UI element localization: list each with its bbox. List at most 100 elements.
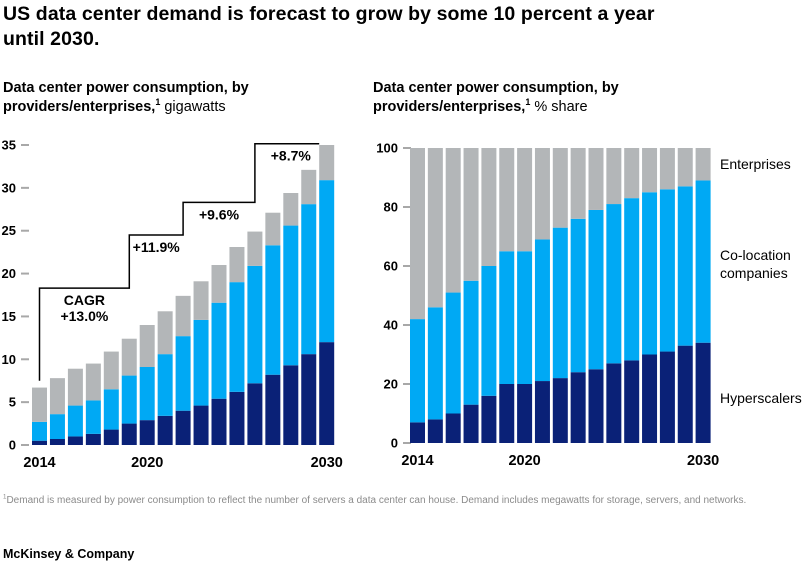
bar-segment-hyperscalers bbox=[193, 405, 209, 445]
bar-segment-hyperscalers bbox=[139, 420, 155, 445]
left-chart: 0 5 10 15 20 25 30 35 2014 2020 2030 CAGR +13.0% +11.… bbox=[0, 130, 362, 482]
x-axis-year-label: 2030 bbox=[687, 453, 719, 469]
bar-segment-enterprises bbox=[677, 148, 693, 187]
bar-segment-co-location-companies bbox=[499, 251, 515, 384]
bar-segment-enterprises bbox=[319, 145, 335, 181]
bar-segment-hyperscalers bbox=[481, 395, 497, 443]
bar-segment-co-location-companies bbox=[588, 209, 604, 370]
y-axis-tick-label: 10 bbox=[2, 352, 16, 367]
left-chart-subtitle: Data center power consumption, by provid… bbox=[3, 79, 333, 117]
bar-segment-co-location-companies bbox=[103, 389, 119, 430]
bar-segment-co-location-companies bbox=[211, 302, 227, 399]
right-chart-subtitle-unit: % share bbox=[530, 98, 588, 115]
y-axis-tick-label: 40 bbox=[384, 318, 398, 333]
source-brand: McKinsey & Company bbox=[3, 547, 135, 561]
bar-segment-co-location-companies bbox=[283, 225, 299, 366]
bar-segment-hyperscalers bbox=[695, 342, 711, 443]
right-chart-subtitle-bold: Data center power consumption, by provid… bbox=[373, 80, 619, 115]
bar-segment-hyperscalers bbox=[283, 365, 299, 445]
bar-segment-hyperscalers bbox=[32, 440, 47, 445]
bar-segment-co-location-companies bbox=[229, 282, 245, 392]
bar-segment-co-location-companies bbox=[301, 204, 317, 355]
bar-segment-co-location-companies bbox=[445, 292, 461, 414]
y-axis-tick-label: 20 bbox=[2, 266, 16, 281]
bar-segment-enterprises bbox=[121, 338, 137, 376]
bar-segment-enterprises bbox=[570, 148, 586, 219]
bar-segment-enterprises bbox=[229, 247, 245, 283]
left-chart-subtitle-unit: gigawatts bbox=[160, 98, 226, 115]
bar-segment-co-location-companies bbox=[410, 319, 425, 423]
y-axis-tick-label: 100 bbox=[376, 141, 398, 156]
bar-segment-enterprises bbox=[103, 351, 119, 390]
bar-segment-hyperscalers bbox=[319, 342, 335, 445]
x-axis-year-label: 2014 bbox=[23, 455, 55, 471]
bar-segment-enterprises bbox=[139, 325, 155, 367]
bar-segment-enterprises bbox=[427, 148, 443, 308]
bar-segment-co-location-companies bbox=[49, 414, 65, 439]
bar-segment-hyperscalers bbox=[445, 413, 461, 443]
bar-segment-enterprises bbox=[445, 148, 461, 293]
bar-segment-co-location-companies bbox=[265, 245, 281, 375]
bar-segment-hyperscalers bbox=[499, 384, 515, 443]
bar-segment-hyperscalers bbox=[85, 433, 101, 445]
bar-segment-co-location-companies bbox=[175, 336, 191, 411]
bar-segment-co-location-companies bbox=[552, 227, 568, 379]
cagr-label: +11.9% bbox=[133, 239, 181, 255]
bar-segment-co-location-companies bbox=[427, 307, 443, 420]
bar-segment-hyperscalers bbox=[463, 404, 479, 443]
bar-segment-hyperscalers bbox=[606, 363, 622, 443]
right-chart-svg: 0 20 40 60 80 100 2014 2020 2030 bbox=[376, 141, 719, 470]
bar-segment-enterprises bbox=[624, 148, 640, 199]
bar-segment-hyperscalers bbox=[67, 436, 83, 445]
right-chart-subtitle: Data center power consumption, by provid… bbox=[373, 79, 703, 117]
bar-segment-hyperscalers bbox=[570, 372, 586, 443]
bar-segment-hyperscalers bbox=[410, 422, 425, 443]
bar-segment-hyperscalers bbox=[229, 391, 245, 445]
bar-segment-enterprises bbox=[32, 387, 47, 422]
bar-segment-hyperscalers bbox=[427, 419, 443, 443]
bar-segment-co-location-companies bbox=[659, 189, 675, 352]
cagr-label: +13.0% bbox=[60, 308, 108, 324]
cagr-bracket-line bbox=[38, 142, 320, 381]
bar-segment-enterprises bbox=[481, 148, 497, 266]
cagr-label: CAGR bbox=[64, 292, 105, 308]
bar-segment-co-location-companies bbox=[85, 400, 101, 434]
legend-enterprises: Enterprises bbox=[720, 156, 791, 172]
legend-colocation: Co-location companies bbox=[720, 247, 791, 281]
bar-segment-enterprises bbox=[301, 169, 317, 205]
bar-segment-co-location-companies bbox=[624, 198, 640, 361]
bar-segment-enterprises bbox=[659, 148, 675, 190]
bar-segment-co-location-companies bbox=[463, 280, 479, 405]
bar-segment-co-location-companies bbox=[677, 186, 693, 346]
bar-segment-co-location-companies bbox=[534, 239, 550, 382]
bar-segment-co-location-companies bbox=[139, 367, 155, 421]
bar-segment-hyperscalers bbox=[157, 415, 173, 445]
bar-segment-enterprises bbox=[695, 148, 711, 181]
legend-hyperscalers: Hyperscalers bbox=[720, 390, 802, 406]
bar-segment-enterprises bbox=[247, 231, 263, 266]
left-chart-subtitle-footnote-marker: 1 bbox=[155, 97, 161, 108]
bar-segment-enterprises bbox=[85, 363, 101, 401]
x-axis-year-label: 2020 bbox=[508, 453, 540, 469]
bar-segment-enterprises bbox=[499, 148, 515, 252]
bar-segment-co-location-companies bbox=[121, 375, 137, 424]
bar-segment-co-location-companies bbox=[481, 266, 497, 396]
bar-segment-hyperscalers bbox=[659, 351, 675, 443]
bar-segment-hyperscalers bbox=[588, 369, 604, 443]
bar-segment-co-location-companies bbox=[695, 180, 711, 343]
bar-segment-enterprises bbox=[534, 148, 550, 240]
bar-segment-hyperscalers bbox=[175, 410, 191, 445]
bar-segment-enterprises bbox=[588, 148, 604, 210]
right-chart-subtitle-footnote-marker: 1 bbox=[525, 97, 531, 108]
y-axis-tick-label: 30 bbox=[2, 180, 16, 195]
y-axis-tick-label: 25 bbox=[2, 223, 16, 238]
x-axis-year-label: 2030 bbox=[311, 455, 343, 471]
cagr-label: +8.7% bbox=[271, 148, 312, 164]
bar-segment-hyperscalers bbox=[49, 439, 65, 445]
bar-segment-enterprises bbox=[517, 148, 533, 252]
y-axis-tick-label: 15 bbox=[2, 309, 16, 324]
bar-segment-hyperscalers bbox=[624, 360, 640, 443]
left-chart-subtitle-bold: Data center power consumption, by provid… bbox=[3, 80, 249, 115]
bar-segment-hyperscalers bbox=[677, 345, 693, 443]
